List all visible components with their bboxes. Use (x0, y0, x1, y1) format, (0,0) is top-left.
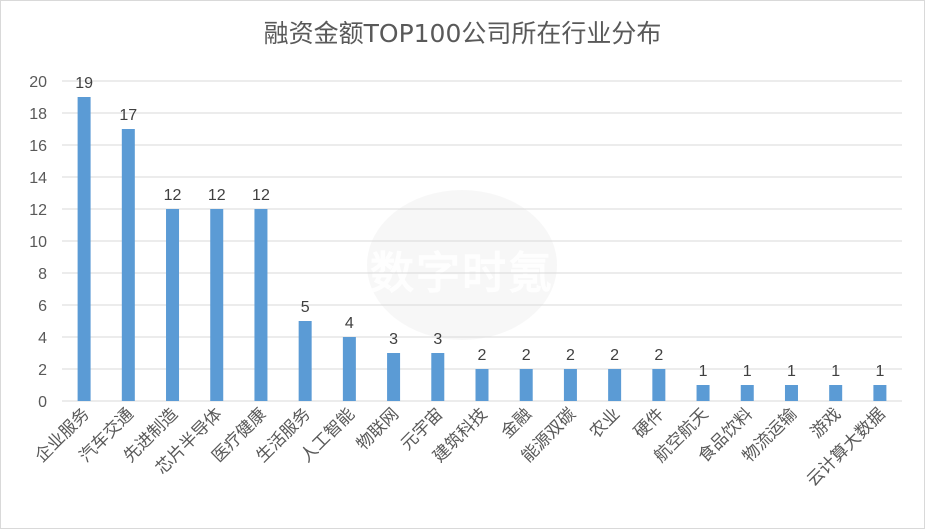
data-label: 1 (875, 363, 884, 380)
bar (342, 337, 356, 401)
data-label: 3 (433, 331, 442, 348)
data-label: 1 (699, 363, 708, 380)
y-tick-label: 12 (29, 202, 47, 219)
data-label: 17 (119, 107, 137, 124)
y-tick-label: 2 (38, 362, 47, 379)
y-tick-label: 10 (29, 234, 47, 251)
data-label: 2 (478, 347, 487, 364)
bar (431, 353, 445, 401)
bar (563, 369, 577, 401)
data-label: 2 (566, 347, 575, 364)
category-label: 物联网 (353, 404, 403, 454)
data-label: 1 (787, 363, 796, 380)
bar (873, 385, 887, 401)
bar (475, 369, 489, 401)
bar (784, 385, 798, 401)
bar (652, 369, 666, 401)
data-label: 2 (522, 347, 531, 364)
data-label: 4 (345, 315, 354, 332)
watermark-logo (367, 190, 557, 340)
data-label: 5 (301, 299, 310, 316)
bar (608, 369, 622, 401)
bar (77, 97, 91, 401)
data-label: 12 (252, 187, 270, 204)
y-tick-label: 0 (38, 394, 47, 411)
data-label: 12 (208, 187, 226, 204)
data-label: 12 (164, 187, 182, 204)
data-label: 3 (389, 331, 398, 348)
category-label: 云计算大数据 (803, 404, 889, 490)
category-label: 硬件 (630, 404, 668, 442)
bar (121, 129, 135, 401)
data-label: 2 (654, 347, 663, 364)
y-tick-label: 6 (38, 298, 47, 315)
bar (519, 369, 533, 401)
bar (387, 353, 401, 401)
y-tick-label: 16 (29, 138, 47, 155)
bar (254, 209, 268, 401)
category-label: 金融 (498, 404, 536, 442)
y-tick-label: 18 (29, 106, 47, 123)
bar (298, 321, 312, 401)
data-label: 19 (75, 75, 93, 92)
bar (829, 385, 843, 401)
bar (696, 385, 710, 401)
y-tick-label: 20 (29, 74, 47, 91)
bar (166, 209, 180, 401)
y-tick-label: 4 (38, 330, 47, 347)
bar (740, 385, 754, 401)
bar (210, 209, 224, 401)
data-label: 1 (743, 363, 752, 380)
y-tick-label: 14 (29, 170, 47, 187)
chart-title: 融资金额TOP100公司所在行业分布 (263, 19, 662, 48)
category-label: 农业 (586, 404, 624, 442)
category-label: 游戏 (807, 404, 845, 442)
data-label: 1 (831, 363, 840, 380)
y-tick-label: 8 (38, 266, 47, 283)
data-label: 2 (610, 347, 619, 364)
